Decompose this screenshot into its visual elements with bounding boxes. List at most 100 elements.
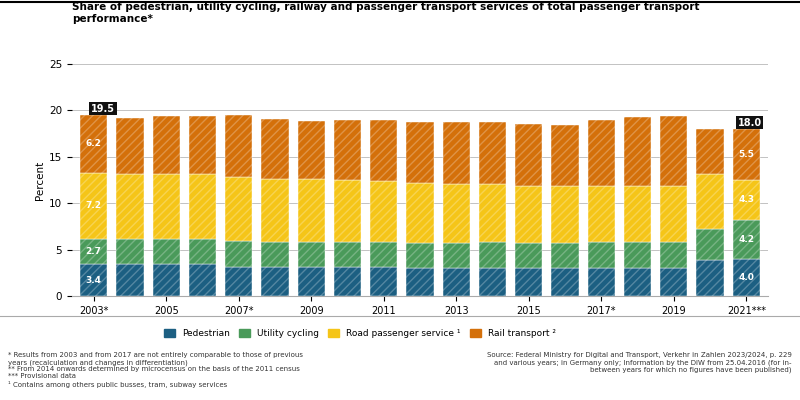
Bar [697,260,723,296]
Text: 18.0: 18.0 [738,118,762,128]
Bar [406,243,434,268]
Bar [588,120,615,186]
Bar [406,243,434,268]
Bar [80,264,107,296]
Bar [406,122,434,183]
Bar [479,242,506,268]
Bar [370,242,398,267]
Bar [189,239,216,264]
Text: 7.2: 7.2 [86,202,102,210]
Bar [370,120,398,181]
Bar [298,267,325,296]
Bar [551,186,578,243]
Bar [697,174,723,229]
Bar [225,177,252,241]
Bar [442,243,470,268]
Bar [80,172,107,239]
Bar [262,179,289,242]
Bar [153,174,180,239]
Bar [624,242,651,268]
Text: 4.2: 4.2 [738,235,754,244]
Y-axis label: Percent: Percent [35,160,45,200]
Bar [117,118,143,174]
Bar [588,242,615,268]
Bar [406,183,434,243]
Bar [515,243,542,268]
Bar [588,186,615,242]
Bar [442,268,470,296]
Bar [406,268,434,296]
Text: Source: Federal Ministry for Digital and Transport, Verkehr in Zahlen 2023/2024,: Source: Federal Ministry for Digital and… [487,352,792,373]
Bar [660,268,687,296]
Text: 4.3: 4.3 [738,196,754,204]
Bar [80,239,107,264]
Bar [442,184,470,243]
Bar [334,180,361,242]
Bar [697,229,723,260]
Bar [189,239,216,264]
Bar [442,184,470,243]
Bar [117,174,143,239]
Legend: Pedestrian, Utility cycling, Road passenger service ¹, Rail transport ²: Pedestrian, Utility cycling, Road passen… [161,325,559,342]
Bar [479,242,506,268]
Bar [225,115,252,177]
Bar [298,121,325,179]
Bar [262,242,289,267]
Bar [225,115,252,177]
Bar [515,124,542,186]
Bar [660,116,687,186]
Bar [262,267,289,296]
Bar [624,268,651,296]
Bar [733,259,760,296]
Bar [80,239,107,264]
Bar [624,117,651,186]
Text: 3.4: 3.4 [86,276,102,285]
Bar [189,264,216,296]
Bar [189,174,216,239]
Bar [80,264,107,296]
Bar [406,122,434,183]
Bar [733,129,760,180]
Bar [442,122,470,184]
Bar [697,174,723,229]
Bar [660,186,687,242]
Bar [262,242,289,267]
Bar [117,264,143,296]
Bar [588,268,615,296]
Bar [262,119,289,179]
Bar [334,267,361,296]
Bar [370,181,398,242]
Bar [588,268,615,296]
Bar [733,220,760,259]
Text: Share of pedestrian, utility cycling, railway and passenger transport services o: Share of pedestrian, utility cycling, ra… [72,2,699,24]
Bar [551,125,578,186]
Bar [370,181,398,242]
Text: * Results from 2003 and from 2017 are not entirely comparable to those of previo: * Results from 2003 and from 2017 are no… [8,352,303,388]
Bar [80,115,107,172]
Bar [334,242,361,267]
Bar [588,120,615,186]
Bar [479,268,506,296]
Bar [479,184,506,242]
Bar [660,186,687,242]
Bar [334,267,361,296]
Bar [370,267,398,296]
Bar [733,180,760,220]
Bar [334,120,361,180]
Bar [80,172,107,239]
Bar [189,116,216,174]
Bar [225,241,252,267]
Bar [117,239,143,264]
Bar [660,242,687,268]
Bar [733,129,760,180]
Bar [225,267,252,296]
Bar [624,117,651,186]
Bar [697,129,723,174]
Bar [334,120,361,180]
Bar [189,264,216,296]
Bar [334,180,361,242]
Bar [479,122,506,184]
Bar [515,268,542,296]
Bar [117,264,143,296]
Bar [406,183,434,243]
